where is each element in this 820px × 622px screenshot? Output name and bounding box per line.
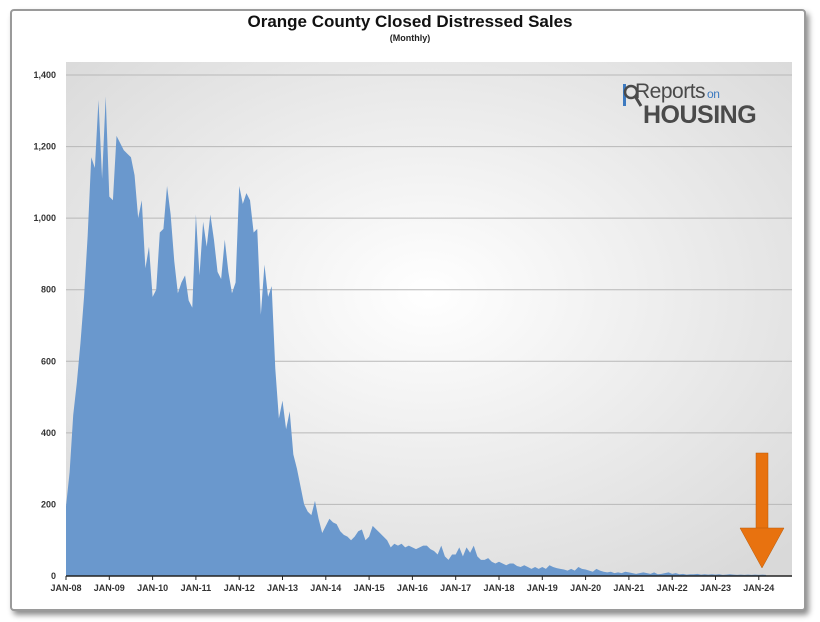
x-tick-label: JAN-19 [527,583,558,593]
x-tick-label: JAN-21 [613,583,644,593]
y-tick-label: 600 [41,356,56,366]
x-tick-label: JAN-16 [397,583,428,593]
chart-subtitle: (Monthly) [389,33,431,43]
logo-text-top: Reports on [635,80,720,103]
reports-on-housing-logo: Reports on HOUSING [621,80,771,130]
series-area-path [66,96,766,576]
x-tick-label: JAN-18 [483,583,514,593]
x-tick-label: JAN-23 [700,583,731,593]
x-tick-label: JAN-09 [94,583,125,593]
x-tick-label: JAN-08 [50,583,81,593]
x-tick-label: JAN-24 [743,583,774,593]
magnifier-logo-icon [623,84,643,107]
x-tick-label: JAN-13 [267,583,298,593]
x-tick-label: JAN-10 [137,583,168,593]
x-tick-label: JAN-15 [354,583,385,593]
y-tick-label: 200 [41,499,56,509]
y-tick-label: 1,000 [33,213,56,223]
y-axis: 0 200 400 600 800 1,000 1,200 1,400 [33,70,56,581]
logo-text-bottom: HOUSING [643,101,757,129]
y-tick-label: 1,400 [33,70,56,80]
x-tick-label: JAN-11 [181,583,212,593]
x-axis: JAN-08 JAN-09 JAN-10 JAN-11 JAN-12 JAN-13 JAN-… [50,575,792,593]
x-tick-label: JAN-14 [310,583,341,593]
y-tick-label: 800 [41,285,56,295]
x-tick-label: JAN-22 [657,583,688,593]
x-tick-label: JAN-12 [224,583,255,593]
y-tick-label: 400 [41,428,56,438]
x-tick-label: JAN-17 [440,583,471,593]
series-area [66,96,766,576]
chart-title: Orange County Closed Distressed Sales [247,12,573,31]
x-tick-label: JAN-20 [570,583,601,593]
y-tick-label: 1,200 [33,142,56,152]
y-tick-label: 0 [51,571,56,581]
down-arrow-icon [739,452,785,569]
